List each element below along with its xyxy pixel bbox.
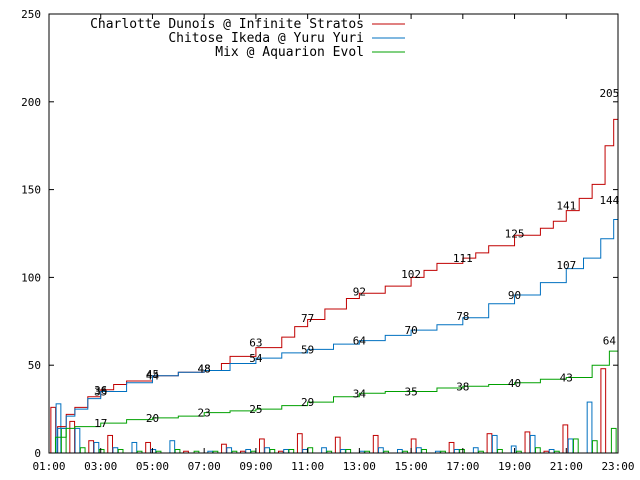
data-label-chitose-ikeda-yuru-yuri-3: 54 [249,352,263,365]
data-label-mix-aquarion-evol-3: 25 [249,403,262,416]
data-label-mix-aquarion-evol-6: 35 [404,386,417,399]
y-tick-label-150: 150 [21,184,41,197]
data-label-mix-aquarion-evol-1: 20 [146,412,159,425]
line-chitose-ikeda-yuru-yuri [49,200,619,454]
data-label-chitose-ikeda-yuru-yuri-9: 107 [556,259,576,272]
x-tick-label-1700: 17:00 [446,460,479,473]
x-tick-label-2100: 21:00 [550,460,583,473]
x-tick-label-1900: 19:00 [498,460,531,473]
x-tick-label-0300: 03:00 [84,460,117,473]
data-label-charlotte-dunois-infinite-stratos-0: 36 [94,384,107,397]
data-label-chitose-ikeda-yuru-yuri-5: 64 [353,335,367,348]
x-tick-label-0900: 09:00 [239,460,272,473]
y-tick-label-200: 200 [21,96,41,109]
legend-label-mix-aquarion-evol: Mix @ Aquarion Evol [215,45,364,60]
data-label-charlotte-dunois-infinite-stratos-5: 92 [353,285,366,298]
x-tick-label-0500: 05:00 [136,460,169,473]
x-tick-label-2300: 23:00 [601,460,634,473]
data-label-charlotte-dunois-infinite-stratos-10: 205 [599,87,619,100]
cumulative-lines-layer [49,93,619,454]
data-label-mix-aquarion-evol-4: 29 [301,396,314,409]
x-axis-ticks: 01:00 03:00 05:00 07:00 09:00 11:00 13:00 15:00… [32,14,635,473]
legend-label-charlotte-dunois-infinite-stratos: Charlotte Dunois @ Infinite Stratos [90,17,364,32]
data-label-chitose-ikeda-yuru-yuri-1: 44 [146,370,160,383]
data-label-mix-aquarion-evol-2: 23 [198,407,211,420]
data-label-chitose-ikeda-yuru-yuri-0: 35 [94,386,107,399]
data-label-charlotte-dunois-infinite-stratos-9: 141 [556,199,576,212]
data-label-charlotte-dunois-infinite-stratos-3: 63 [249,336,262,349]
x-tick-label-0100: 01:00 [32,460,65,473]
data-label-mix-aquarion-evol-7: 38 [456,380,469,393]
y-tick-label-0: 0 [34,447,41,460]
data-label-charlotte-dunois-infinite-stratos-7: 111 [453,252,473,265]
line-charlotte-dunois-infinite-stratos [49,93,619,454]
data-label-mix-aquarion-evol-10: 64 [603,335,617,348]
data-label-mix-aquarion-evol-9: 43 [560,371,573,384]
data-label-mix-aquarion-evol-5: 34 [353,387,367,400]
data-label-chitose-ikeda-yuru-yuri-6: 70 [404,324,417,337]
line-mix-aquarion-evol [49,340,619,454]
y-tick-label-100: 100 [21,271,41,284]
plot-frame [48,13,619,454]
data-label-charlotte-dunois-infinite-stratos-1: 45 [146,368,159,381]
data-label-mix-aquarion-evol-8: 40 [508,377,521,390]
data-label-mix-aquarion-evol-0: 17 [94,417,107,430]
data-label-chitose-ikeda-yuru-yuri-7: 78 [456,310,469,323]
x-tick-label-1300: 13:00 [343,460,376,473]
data-label-charlotte-dunois-infinite-stratos-4: 77 [301,312,314,325]
x-tick-label-1100: 11:00 [291,460,324,473]
data-label-chitose-ikeda-yuru-yuri-8: 90 [508,289,521,302]
data-label-charlotte-dunois-infinite-stratos-2: 48 [198,363,211,376]
data-label-chitose-ikeda-yuru-yuri-2: 48 [198,363,211,376]
x-tick-label-0700: 07:00 [188,460,221,473]
y-tick-label-250: 250 [21,8,41,21]
data-label-charlotte-dunois-infinite-stratos-6: 102 [401,268,421,281]
legend: Charlotte Dunois @ Infinite StratosChito… [90,17,405,60]
data-label-chitose-ikeda-yuru-yuri-4: 59 [301,343,314,356]
data-label-charlotte-dunois-infinite-stratos-8: 125 [505,228,525,241]
data-label-chitose-ikeda-yuru-yuri-10: 144 [599,194,619,207]
y-axis-ticks: 0 50 100 150 200 250 [21,8,618,460]
y-tick-label-50: 50 [28,359,41,372]
x-tick-label-1500: 15:00 [395,460,428,473]
legend-label-chitose-ikeda-yuru-yuri: Chitose Ikeda @ Yuru Yuri [168,31,364,46]
